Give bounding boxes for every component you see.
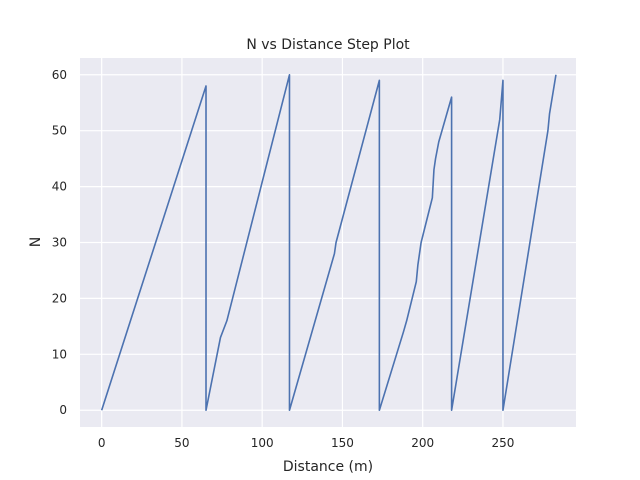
x-tick-label: 150 [331,436,354,450]
series-line [100,73,557,412]
y-axis-label: N [28,237,44,247]
y-tick-label: 40 [52,180,67,194]
x-tick-label: 50 [174,436,189,450]
x-tick-label: 200 [411,436,434,450]
y-tick-label: 20 [52,291,67,305]
series-layer [100,73,557,412]
y-tick-label: 10 [52,347,67,361]
x-tick-label: 100 [251,436,274,450]
grid [80,58,576,427]
y-tick-label: 0 [59,403,67,417]
y-tick-labels: 0 10 20 30 40 50 60 [52,68,67,417]
chart-title: N vs Distance Step Plot [246,37,410,53]
x-axis-label: Distance (m) [283,459,373,475]
x-tick-label: 0 [98,436,106,450]
y-tick-label: 30 [52,236,67,250]
y-tick-label: 60 [52,68,67,82]
x-tick-label: 250 [492,436,515,450]
y-tick-label: 50 [52,124,67,138]
x-tick-labels: 0 50 100 150 200 250 [98,436,515,450]
